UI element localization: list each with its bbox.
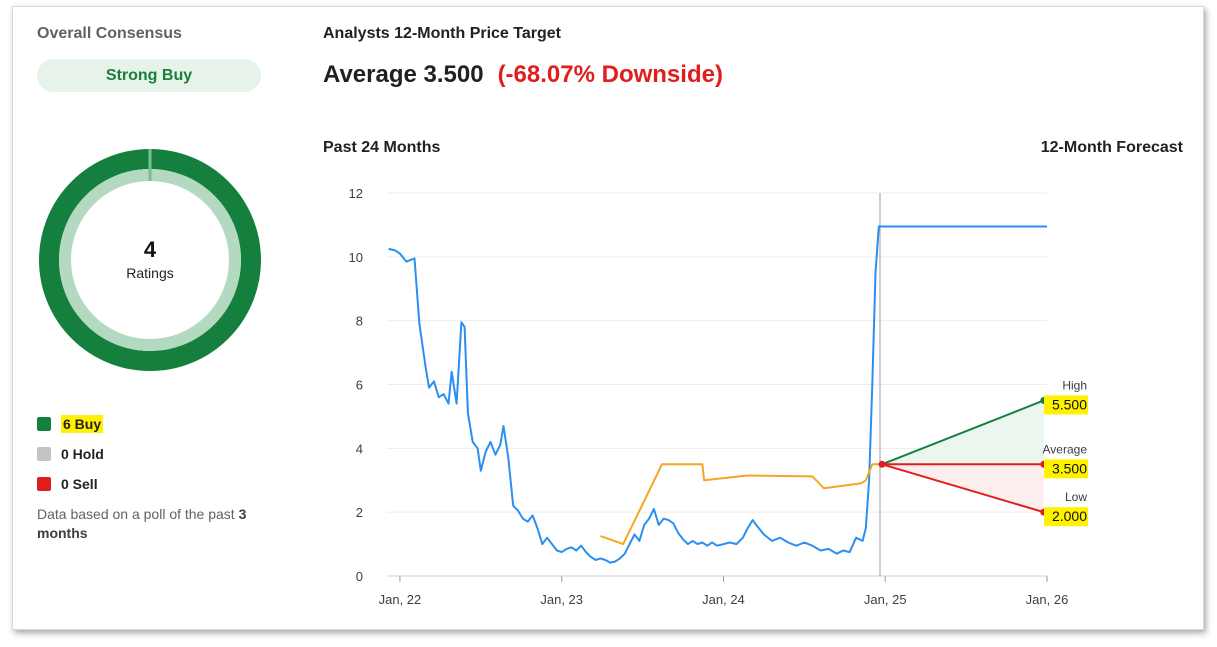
- poll-note-period: 3 months: [37, 506, 247, 541]
- legend-item-buy: 6 Buy: [37, 409, 104, 439]
- legend-label-hold: 0 Hold: [61, 446, 104, 462]
- hold-swatch: [37, 447, 51, 461]
- average-target-value: Average 3.500: [323, 61, 484, 88]
- ratings-donut-graphic: [39, 149, 261, 371]
- x-tick-label: Jan, 22: [379, 592, 422, 607]
- forecast-average-label: Average: [1043, 442, 1088, 456]
- y-tick-label: 10: [349, 250, 363, 265]
- y-tick-label: 0: [356, 569, 363, 584]
- x-tick-label: Jan, 26: [1026, 592, 1069, 607]
- poll-note-text: Data based on a poll of the past: [37, 506, 239, 522]
- forecast-high-line: [881, 399, 1045, 466]
- y-tick-label: 6: [356, 378, 363, 393]
- poll-note: Data based on a poll of the past 3 month…: [37, 505, 267, 543]
- x-tick-label: Jan, 23: [540, 592, 583, 607]
- forecast-average-highlight: [1044, 459, 1088, 479]
- downside-percent: (-68.07% Downside): [497, 61, 723, 88]
- forecast-high-label: High: [1062, 378, 1087, 392]
- forecast-low-value: 2.000: [1052, 508, 1087, 524]
- consensus-panel: Overall Consensus Strong Buy 4 Ratings 6…: [37, 23, 277, 541]
- price-target-panel: Analysts 12-Month Price Target Average 3…: [323, 23, 1183, 623]
- ratings-donut: 4 Ratings: [39, 149, 261, 371]
- average-target-heading: Average 3.500 (-68.07% Downside): [323, 61, 1183, 89]
- legend-label-buy: 6 Buy: [61, 415, 104, 433]
- price-target-title: Analysts 12-Month Price Target: [323, 25, 561, 42]
- y-tick-label: 2: [356, 505, 363, 520]
- legend-label-sell: 0 Sell: [61, 476, 98, 492]
- forecast-low-line: [881, 463, 1045, 514]
- consensus-title: Overall Consensus: [37, 25, 182, 42]
- analyst-ratings-card: Overall Consensus Strong Buy 4 Ratings 6…: [12, 6, 1204, 630]
- x-tick-label: Jan, 25: [864, 592, 907, 607]
- ratings-count: 4: [143, 237, 157, 262]
- forecast-high-highlight: [1044, 395, 1088, 415]
- y-tick-label: 8: [356, 314, 363, 329]
- forecast-average-value: 3.500: [1052, 460, 1087, 476]
- sell-swatch: [37, 477, 51, 491]
- price-target-chart: 0 2 4 6 8 10 12 Jan, 22 Jan, 23 Jan, 24 Jan, 25 Jan…: [349, 186, 1088, 607]
- price-history-line: [388, 225, 1047, 564]
- forecast-start-dot: [878, 460, 886, 468]
- x-tick-label: Jan, 24: [702, 592, 745, 607]
- y-tick-label: 4: [356, 441, 363, 456]
- forecast-upside-area: [882, 400, 1044, 465]
- forecast-period-label: 12-Month Forecast: [1040, 139, 1183, 156]
- ratings-label: Ratings: [126, 265, 174, 281]
- legend-item-hold: 0 Hold: [37, 439, 104, 469]
- forecast-low-highlight: [1044, 507, 1088, 527]
- forecast-low-label: Low: [1065, 490, 1087, 504]
- y-tick-label: 12: [349, 186, 363, 201]
- ratings-legend: 6 Buy 0 Hold 0 Sell: [37, 409, 104, 499]
- donut-center: 4 Ratings: [39, 149, 261, 371]
- price-target-history-line: [600, 463, 886, 546]
- buy-swatch: [37, 417, 51, 431]
- past-period-label: Past 24 Months: [323, 139, 441, 156]
- legend-item-sell: 0 Sell: [37, 469, 104, 499]
- consensus-rating-badge: Strong Buy: [37, 59, 261, 92]
- forecast-high-value: 5.500: [1052, 396, 1087, 412]
